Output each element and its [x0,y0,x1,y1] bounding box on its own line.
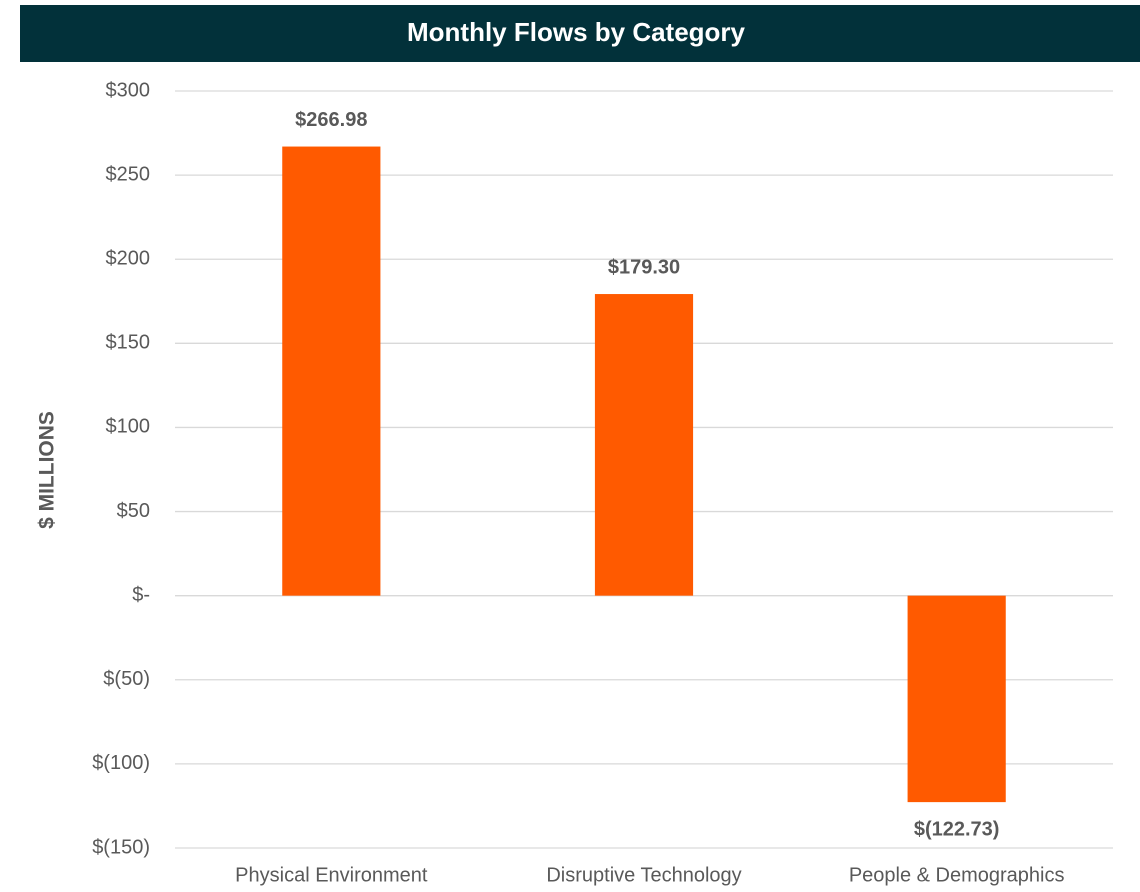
title-banner [20,5,1140,62]
y-tick-label: $(50) [103,668,150,690]
y-tick-label: $(100) [92,752,150,774]
data-label: $(122.73) [914,818,1000,840]
y-tick-label: $300 [106,79,151,101]
x-tick-label: Physical Environment [235,864,428,886]
y-tick-label: $100 [106,416,151,438]
y-tick-label: $250 [106,163,151,185]
y-axis-title: $ MILLIONS [36,411,59,529]
y-tick-label: $150 [106,332,151,354]
y-tick-label: $- [132,584,150,606]
y-tick-label: $200 [106,248,151,270]
x-tick-label: Disruptive Technology [546,864,741,886]
y-tick-label: $50 [117,500,150,522]
bar [594,294,694,596]
y-tick-label: $(150) [92,836,150,858]
bar [282,146,381,596]
data-label: $266.98 [295,109,367,131]
bar [907,595,1006,803]
chart-title: Monthly Flows by Category [407,17,746,47]
data-label: $179.30 [608,256,680,278]
x-tick-label: People & Demographics [849,864,1065,886]
